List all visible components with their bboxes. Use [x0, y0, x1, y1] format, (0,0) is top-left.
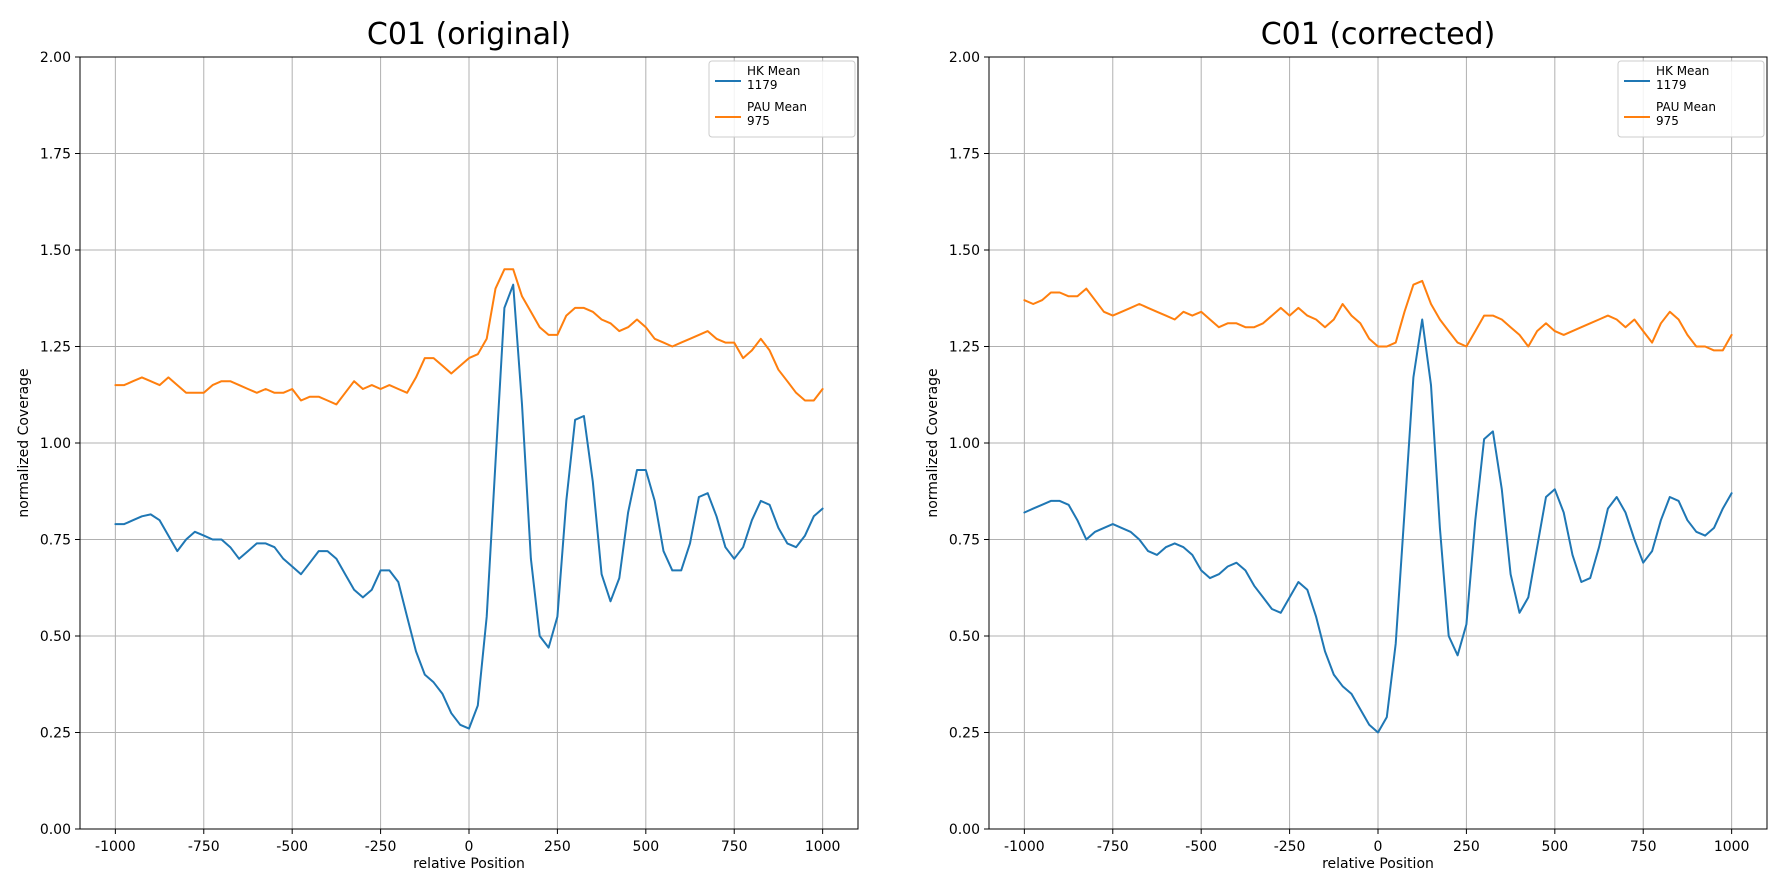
- x-tick-label: 250: [544, 839, 571, 855]
- series-line-pau-mean: [114, 268, 824, 406]
- x-tick-label: 1000: [1714, 839, 1750, 855]
- legend-label-pau-mean: PAU Mean: [1656, 100, 1716, 114]
- x-tick-label: 750: [1630, 839, 1657, 855]
- legend-count-pau-mean: 975: [1656, 114, 1679, 128]
- y-tick-label: 1.00: [40, 436, 71, 452]
- x-tick-label: 0: [465, 839, 474, 855]
- series-line-pau-mean: [1023, 279, 1733, 352]
- legend-count-hk-mean: 1179: [1656, 78, 1687, 92]
- y-axis-label: normalized Coverage: [925, 368, 941, 517]
- y-tick-label: 0.50: [949, 629, 980, 645]
- x-tick-label: -500: [276, 839, 308, 855]
- y-axis-label: normalized Coverage: [16, 368, 32, 517]
- y-tick-label: 0.75: [949, 533, 980, 549]
- y-tick-label: 2.00: [40, 50, 71, 66]
- legend-box: [1617, 60, 1765, 138]
- y-tick-label: 0.25: [40, 726, 71, 742]
- y-tick-label: 1.75: [40, 147, 71, 163]
- y-tick-label: 2.00: [949, 50, 980, 66]
- legend-label-pau-mean: PAU Mean: [747, 100, 807, 114]
- x-tick-label: 1000: [805, 839, 841, 855]
- x-axis-label: relative Position: [413, 856, 525, 872]
- y-tick-label: 0.00: [949, 822, 980, 838]
- chart-title: C01 (corrected): [1261, 17, 1496, 52]
- x-tick-label: -750: [1097, 839, 1129, 855]
- x-tick-label: -500: [1185, 839, 1217, 855]
- y-tick-label: 0.25: [949, 726, 980, 742]
- series-line-hk-mean: [114, 283, 824, 730]
- x-tick-label: -1000: [95, 839, 136, 855]
- x-tick-label: 0: [1374, 839, 1383, 855]
- y-tick-label: 1.25: [949, 340, 980, 356]
- y-tick-label: 0.50: [40, 629, 71, 645]
- legend-count-hk-mean: 1179: [747, 78, 778, 92]
- y-tick-label: 1.25: [40, 340, 71, 356]
- x-tick-label: -250: [1274, 839, 1306, 855]
- y-tick-label: 1.00: [949, 436, 980, 452]
- x-tick-label: 500: [1541, 839, 1568, 855]
- legend-box: [708, 60, 856, 138]
- y-tick-label: 0.00: [40, 822, 71, 838]
- x-axis-label: relative Position: [1322, 856, 1434, 872]
- legend-label-hk-mean: HK Mean: [1656, 64, 1709, 78]
- x-tick-label: -250: [365, 839, 397, 855]
- chart-panel-1: -1000 -750 -500 -250 0 250 500 750 1000 0.00 0.25 0…: [16, 17, 859, 872]
- x-tick-label: 750: [721, 839, 748, 855]
- y-tick-label: 0.75: [40, 533, 71, 549]
- y-tick-label: 1.50: [949, 243, 980, 259]
- chart-title: C01 (original): [367, 17, 571, 52]
- y-tick-label: 1.50: [40, 243, 71, 259]
- x-tick-label: -1000: [1004, 839, 1045, 855]
- legend-count-pau-mean: 975: [747, 114, 770, 128]
- series-line-hk-mean: [1023, 318, 1733, 734]
- y-tick-label: 1.75: [949, 147, 980, 163]
- x-tick-label: 250: [1453, 839, 1480, 855]
- legend-label-hk-mean: HK Mean: [747, 64, 800, 78]
- x-tick-label: 500: [632, 839, 659, 855]
- x-tick-label: -750: [188, 839, 220, 855]
- chart-panel-2: -1000 -750 -500 -250 0 250 500 750 1000 0.00 0.25 0…: [925, 17, 1768, 872]
